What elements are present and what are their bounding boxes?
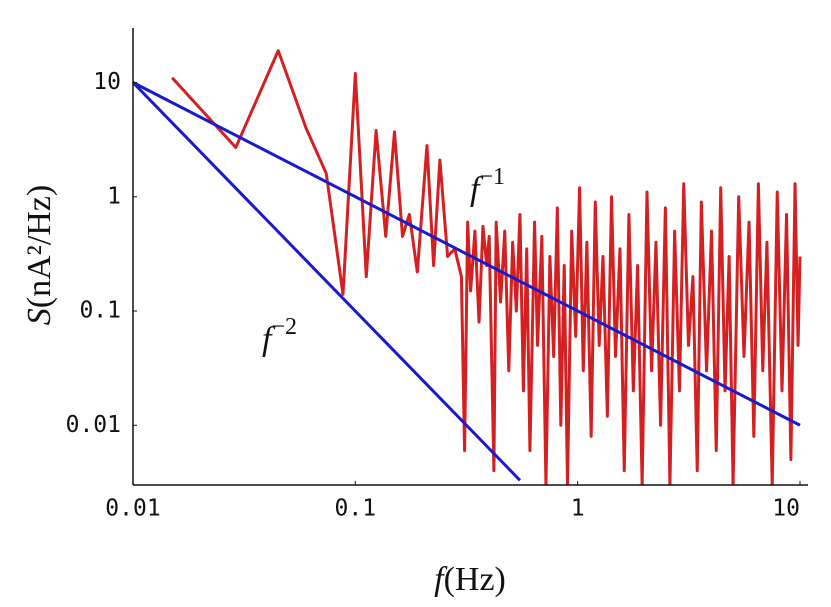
series-line <box>133 81 522 482</box>
y-tick-label: 1 <box>107 183 121 209</box>
x-tick-label: 0.1 <box>335 496 377 522</box>
y-tick-label: 0.01 <box>66 412 121 438</box>
y-tick-label: 0.1 <box>79 298 121 324</box>
x-tick-label: 0.01 <box>105 496 160 522</box>
y-label-symbol: S <box>21 308 58 325</box>
annotation-superscript: −2 <box>271 314 297 340</box>
y-label: S(nA²/Hz) <box>21 185 58 325</box>
annotation: f−2 <box>262 314 297 358</box>
x-label: f(Hz) <box>434 561 506 598</box>
annotation: f−1 <box>470 164 505 208</box>
y-label-unit: (nA²/Hz) <box>21 185 58 308</box>
x-tick-label: 1 <box>571 496 585 522</box>
x-tick-label: 10 <box>772 496 800 522</box>
x-label-unit: (Hz) <box>444 561 506 598</box>
annotation-superscript: −1 <box>479 164 505 190</box>
plot-area <box>133 49 802 485</box>
y-tick-label: 10 <box>93 69 121 95</box>
series-line <box>133 81 801 427</box>
series-line <box>171 49 802 485</box>
